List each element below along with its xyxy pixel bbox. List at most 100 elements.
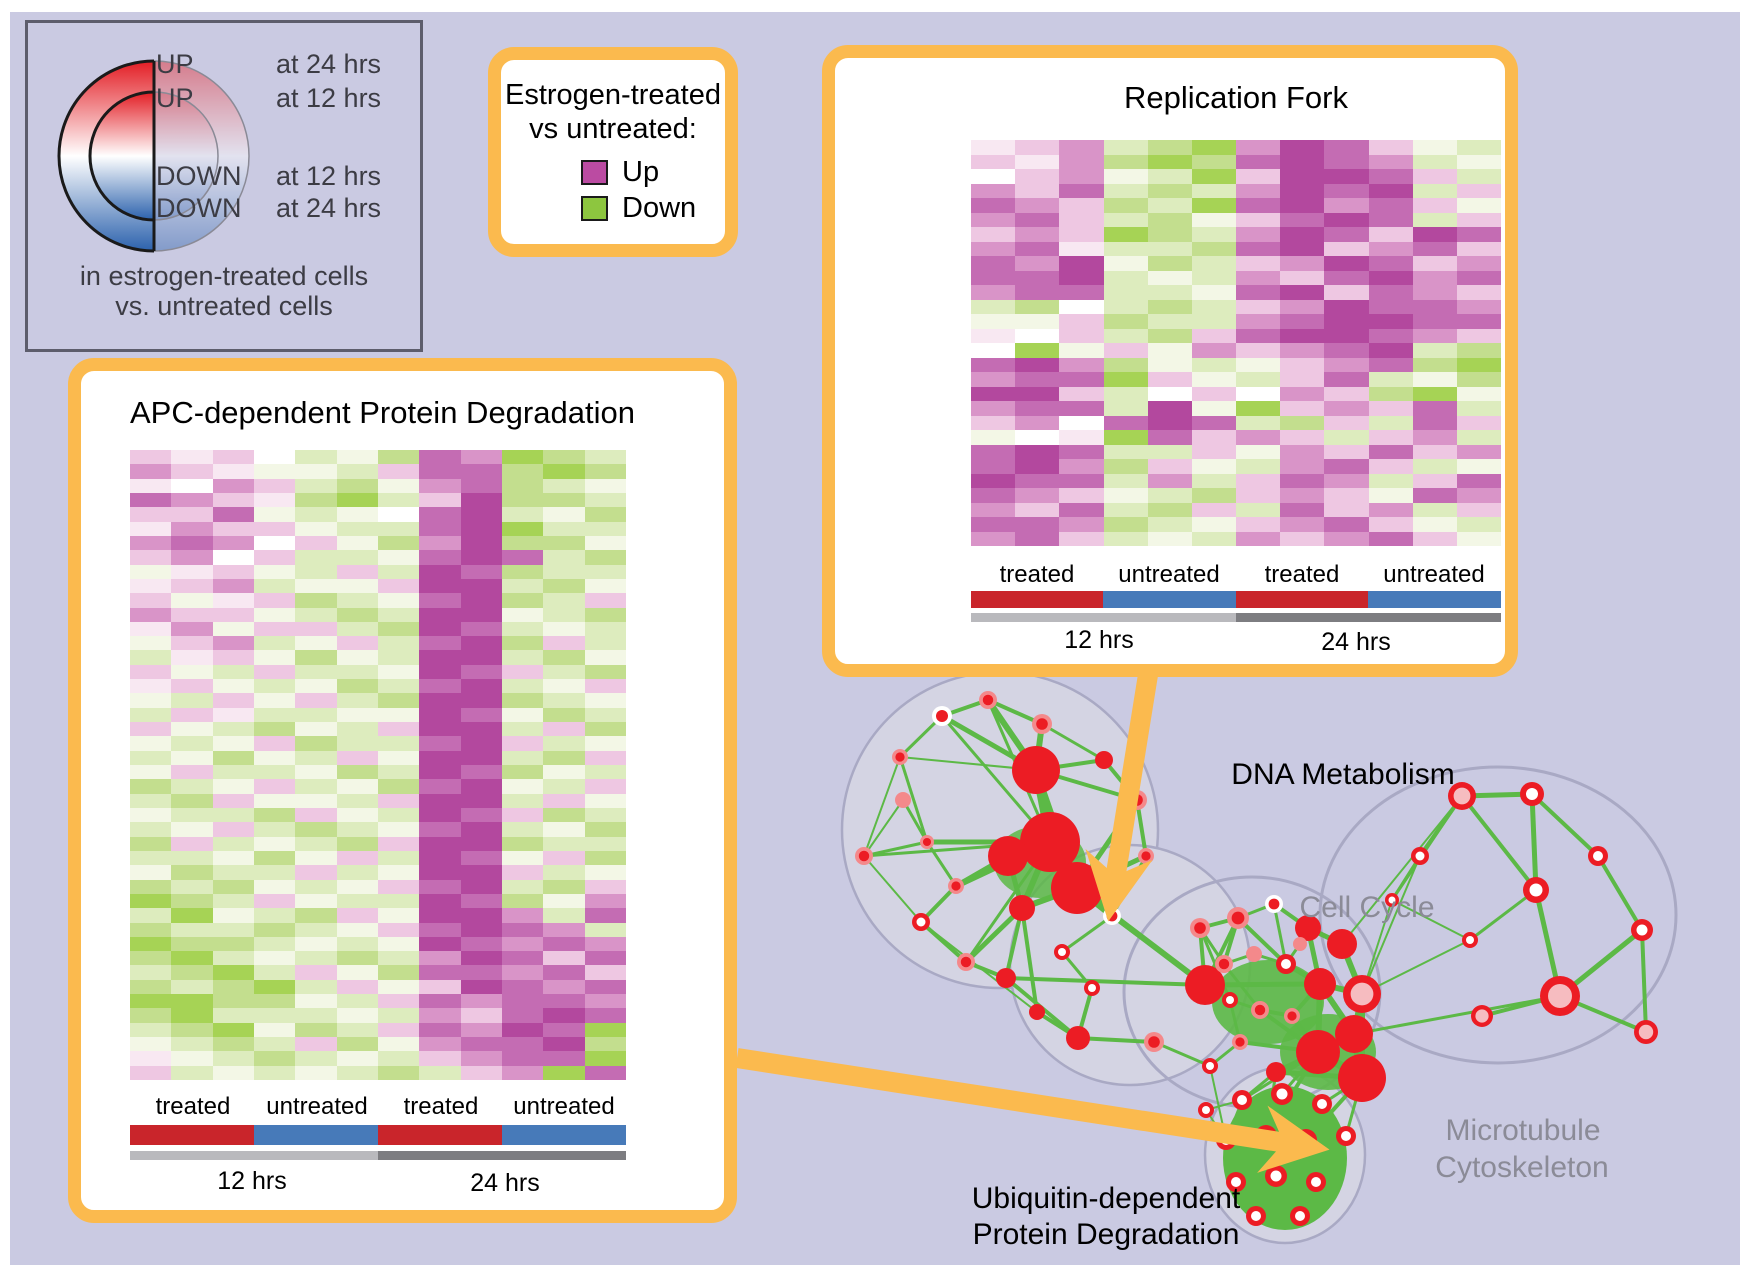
network-node bbox=[1226, 1172, 1246, 1192]
heatmap-cell bbox=[1103, 285, 1148, 300]
heatmap-cell bbox=[1368, 430, 1413, 445]
heatmap-cell bbox=[460, 1022, 502, 1038]
heatmap-cell bbox=[212, 965, 254, 980]
heatmap-cell bbox=[460, 521, 502, 536]
heatmap-cell bbox=[1015, 430, 1060, 445]
heatmap-cell bbox=[295, 593, 337, 608]
heatmap-cell bbox=[212, 893, 254, 909]
heatmap-cell bbox=[584, 779, 626, 794]
heatmap-cell bbox=[171, 994, 213, 1009]
heatmap-cell bbox=[419, 650, 461, 665]
heatmap-cell bbox=[1236, 169, 1281, 184]
heatmap-cell bbox=[171, 908, 213, 923]
heatmap-cell bbox=[1368, 415, 1413, 430]
up-label: Up bbox=[622, 156, 660, 188]
heatmap-cell bbox=[501, 994, 544, 1009]
heatmap-cell bbox=[253, 535, 296, 551]
heatmap-cell bbox=[130, 650, 172, 665]
heatmap-cell bbox=[543, 636, 585, 651]
heatmap-cell bbox=[1456, 430, 1501, 445]
heatmap-cell bbox=[1236, 285, 1281, 300]
network-node bbox=[1215, 955, 1233, 973]
heatmap-cell bbox=[501, 593, 544, 608]
heatmap-cell bbox=[253, 865, 296, 880]
heatmap-cell bbox=[130, 564, 172, 579]
heatmap-cell bbox=[543, 736, 585, 751]
heatmap-cell bbox=[212, 492, 254, 508]
network-node bbox=[1448, 782, 1476, 810]
heatmap-cell bbox=[543, 464, 585, 479]
heatmap-cell bbox=[253, 1008, 296, 1023]
heatmap-cell bbox=[1412, 357, 1457, 372]
heatmap-cell bbox=[543, 1037, 585, 1052]
heatmap-cell bbox=[584, 521, 626, 536]
heatmap-cell bbox=[971, 357, 1016, 372]
heatmap-cell bbox=[501, 478, 544, 493]
heatmap-cell bbox=[1191, 473, 1236, 488]
heatmap-cell bbox=[543, 578, 585, 594]
degree-legend-box: UP at 24 hrs UP at 12 hrs DOWN at 12 hrs… bbox=[25, 20, 423, 352]
heatmap-cell bbox=[377, 492, 420, 508]
heatmap-cell bbox=[1147, 415, 1192, 430]
heatmap-cell bbox=[1324, 459, 1369, 474]
heatmap-cell bbox=[336, 450, 378, 465]
heatmap-cell bbox=[1280, 343, 1325, 358]
heatmap-cell bbox=[501, 836, 544, 851]
heatmap-cell bbox=[543, 879, 585, 894]
heatmap-cell bbox=[212, 1037, 254, 1052]
network-node bbox=[1304, 968, 1336, 1000]
heatmap-cell bbox=[212, 836, 254, 851]
heatmap-cell bbox=[419, 807, 461, 823]
heatmap-cell bbox=[212, 1065, 254, 1080]
heatmap-cell bbox=[295, 779, 337, 794]
heatmap-cell bbox=[419, 564, 461, 579]
heatmap-cell bbox=[584, 693, 626, 708]
heatmap-cell bbox=[212, 507, 254, 522]
repfork-col-treated-24: treated bbox=[1264, 561, 1340, 588]
heatmap-cell bbox=[130, 1022, 172, 1038]
heatmap-cell bbox=[171, 1051, 213, 1066]
heatmap-cell bbox=[543, 807, 585, 823]
heatmap-cell bbox=[377, 979, 420, 995]
heatmap-cell bbox=[377, 951, 420, 966]
heatmap-cell bbox=[1191, 227, 1236, 242]
apc-col-treated-24: treated bbox=[403, 1093, 479, 1120]
heatmap-cell bbox=[1191, 270, 1236, 285]
network-node bbox=[1290, 1206, 1310, 1226]
heatmap-cell bbox=[1456, 140, 1501, 155]
heatmap-cell bbox=[460, 807, 502, 823]
heatmap-cell bbox=[971, 285, 1016, 300]
heatmap-cell bbox=[212, 908, 254, 923]
heatmap-cell bbox=[1412, 401, 1457, 416]
legend-up-12-time: at 12 hrs bbox=[276, 83, 382, 113]
heatmap-cell bbox=[1059, 241, 1104, 256]
heatmap-cell bbox=[1103, 169, 1148, 184]
heatmap-cell bbox=[1103, 183, 1148, 198]
heatmap-cell bbox=[419, 936, 461, 952]
network-edge bbox=[1061, 914, 1113, 954]
network-edge bbox=[1222, 963, 1262, 1011]
heatmap-cell bbox=[543, 722, 585, 737]
heatmap-cell bbox=[1412, 488, 1457, 503]
heatmap-cell bbox=[1324, 140, 1369, 155]
heatmap-cell bbox=[1324, 343, 1369, 358]
heatmap-cell bbox=[1456, 517, 1501, 532]
heatmap-cell bbox=[1412, 430, 1457, 445]
heatmap-cell bbox=[253, 793, 296, 808]
network-edge bbox=[1236, 916, 1288, 966]
heatmap-cell bbox=[1015, 328, 1060, 343]
heatmap-cell bbox=[377, 994, 420, 1009]
network-node bbox=[948, 878, 964, 894]
heatmap-cell bbox=[171, 450, 213, 465]
heatmap-cell bbox=[1412, 372, 1457, 387]
heatmap-cell bbox=[1280, 212, 1325, 227]
heatmap-cell bbox=[1191, 183, 1236, 198]
heatmap-cell bbox=[377, 507, 420, 522]
heatmap-cell bbox=[419, 865, 461, 880]
heatmap-cell bbox=[377, 679, 420, 694]
heatmap-cell bbox=[543, 908, 585, 923]
network-edge bbox=[1077, 1036, 1155, 1044]
heatmap-cell bbox=[377, 893, 420, 909]
network-node bbox=[892, 749, 908, 765]
heatmap-cell bbox=[1191, 256, 1236, 271]
